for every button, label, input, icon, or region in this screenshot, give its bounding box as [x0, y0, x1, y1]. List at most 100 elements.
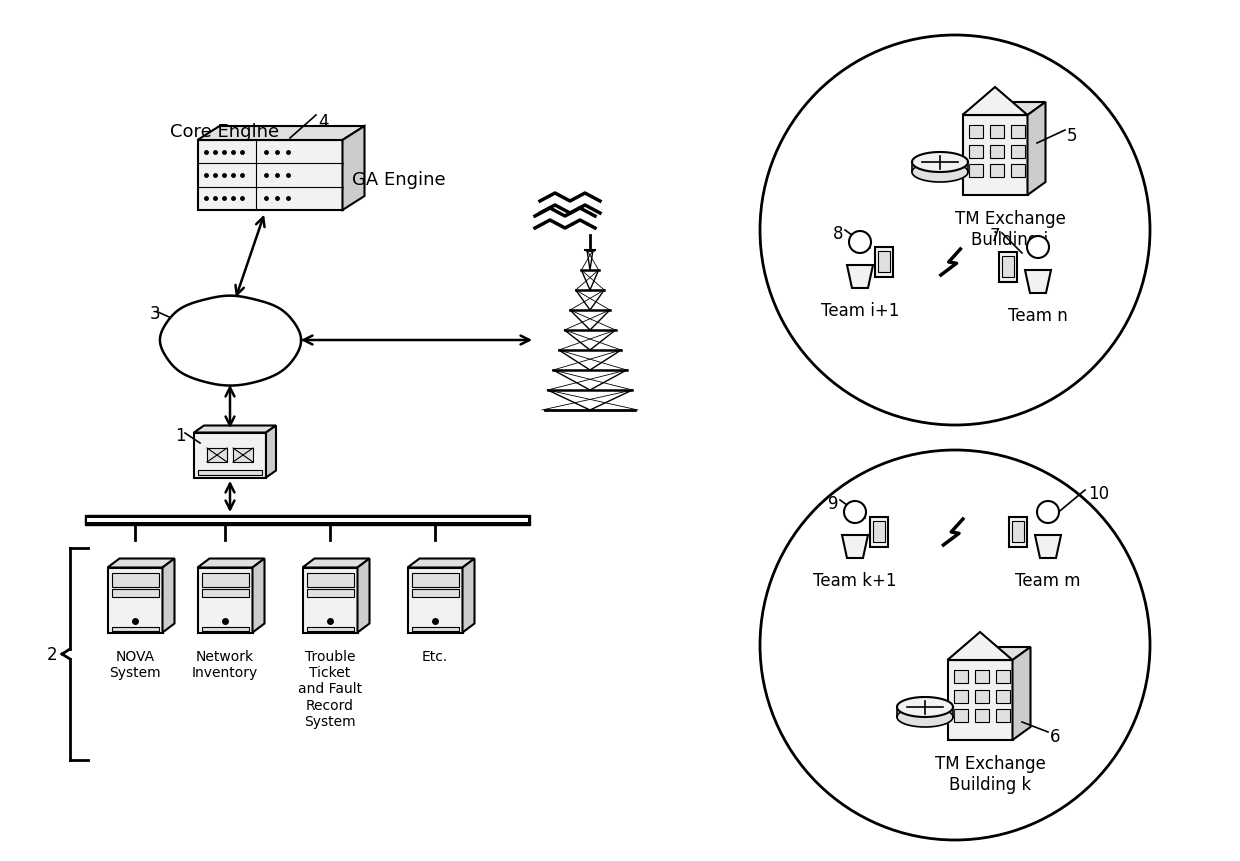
Polygon shape [342, 126, 365, 210]
Polygon shape [847, 265, 873, 288]
Polygon shape [897, 707, 954, 727]
Polygon shape [201, 627, 248, 630]
Polygon shape [412, 589, 459, 597]
Text: Etc.: Etc. [422, 650, 448, 664]
Polygon shape [87, 518, 528, 522]
Polygon shape [160, 295, 301, 386]
Polygon shape [408, 567, 463, 633]
Polygon shape [303, 567, 357, 633]
Circle shape [1027, 236, 1049, 258]
Text: 1: 1 [175, 427, 186, 445]
Polygon shape [193, 425, 277, 432]
Text: 3: 3 [150, 305, 161, 323]
Polygon shape [233, 448, 253, 462]
Polygon shape [975, 709, 988, 722]
Polygon shape [197, 559, 264, 567]
Circle shape [849, 231, 870, 253]
Text: 6: 6 [1050, 728, 1060, 746]
Polygon shape [911, 152, 968, 172]
Text: NOVA
System: NOVA System [109, 650, 161, 680]
Polygon shape [197, 567, 253, 633]
Text: Team m: Team m [1016, 572, 1081, 590]
Text: Team n: Team n [1008, 307, 1068, 325]
Polygon shape [201, 589, 248, 597]
Circle shape [195, 304, 265, 375]
Polygon shape [911, 162, 968, 172]
Text: 5: 5 [1066, 127, 1078, 145]
Polygon shape [962, 115, 1028, 195]
Polygon shape [112, 627, 159, 630]
Polygon shape [968, 125, 982, 138]
Polygon shape [999, 252, 1017, 282]
Polygon shape [954, 709, 967, 722]
Text: 2: 2 [47, 646, 57, 664]
Circle shape [844, 501, 866, 523]
Polygon shape [1011, 145, 1025, 158]
Polygon shape [962, 102, 1045, 115]
Circle shape [188, 300, 238, 350]
Polygon shape [975, 670, 988, 683]
Polygon shape [947, 632, 1013, 660]
Polygon shape [1011, 125, 1025, 138]
Polygon shape [1009, 517, 1027, 547]
Polygon shape [875, 247, 893, 277]
Polygon shape [267, 425, 277, 478]
Polygon shape [357, 559, 370, 633]
Polygon shape [108, 567, 162, 633]
Polygon shape [968, 164, 982, 177]
Polygon shape [197, 140, 342, 210]
Polygon shape [197, 126, 365, 140]
Polygon shape [1011, 164, 1025, 177]
Polygon shape [198, 469, 262, 474]
Polygon shape [1002, 256, 1014, 277]
Polygon shape [412, 573, 459, 586]
Polygon shape [201, 573, 248, 586]
Polygon shape [112, 589, 159, 597]
Polygon shape [947, 660, 1013, 740]
Polygon shape [870, 517, 888, 547]
Polygon shape [193, 432, 267, 478]
Text: 7: 7 [990, 227, 1001, 245]
Text: 4: 4 [317, 113, 329, 131]
Text: TM Exchange
Building i: TM Exchange Building i [955, 210, 1065, 249]
Polygon shape [996, 690, 1009, 703]
Text: Network
Inventory: Network Inventory [192, 650, 258, 680]
Polygon shape [842, 535, 868, 558]
Text: Trouble
Ticket
and Fault
Record
System: Trouble Ticket and Fault Record System [298, 650, 362, 728]
Circle shape [760, 450, 1149, 840]
Polygon shape [108, 559, 175, 567]
Text: GA Engine: GA Engine [352, 171, 445, 189]
Circle shape [174, 317, 228, 371]
Polygon shape [1025, 270, 1052, 293]
Polygon shape [207, 448, 227, 462]
Polygon shape [962, 87, 1028, 115]
Polygon shape [873, 521, 885, 542]
Polygon shape [954, 670, 967, 683]
Text: TM Exchange
Building k: TM Exchange Building k [935, 755, 1045, 794]
Circle shape [232, 317, 286, 371]
Polygon shape [463, 559, 475, 633]
Polygon shape [990, 145, 1003, 158]
Polygon shape [878, 251, 890, 272]
Polygon shape [975, 690, 988, 703]
Polygon shape [408, 559, 475, 567]
Polygon shape [303, 559, 370, 567]
Polygon shape [996, 709, 1009, 722]
Polygon shape [968, 145, 982, 158]
Text: 9: 9 [828, 495, 838, 513]
Text: 10: 10 [1087, 485, 1109, 503]
Circle shape [207, 330, 253, 375]
Polygon shape [162, 559, 175, 633]
Polygon shape [1028, 102, 1045, 195]
Circle shape [222, 300, 272, 350]
Text: 8: 8 [833, 225, 843, 243]
Polygon shape [1013, 647, 1030, 740]
Polygon shape [897, 707, 954, 717]
Text: Team i+1: Team i+1 [821, 302, 899, 320]
Polygon shape [306, 627, 353, 630]
Polygon shape [86, 515, 529, 525]
Polygon shape [412, 627, 459, 630]
Polygon shape [897, 697, 954, 717]
Polygon shape [1035, 535, 1061, 558]
Polygon shape [911, 162, 968, 182]
